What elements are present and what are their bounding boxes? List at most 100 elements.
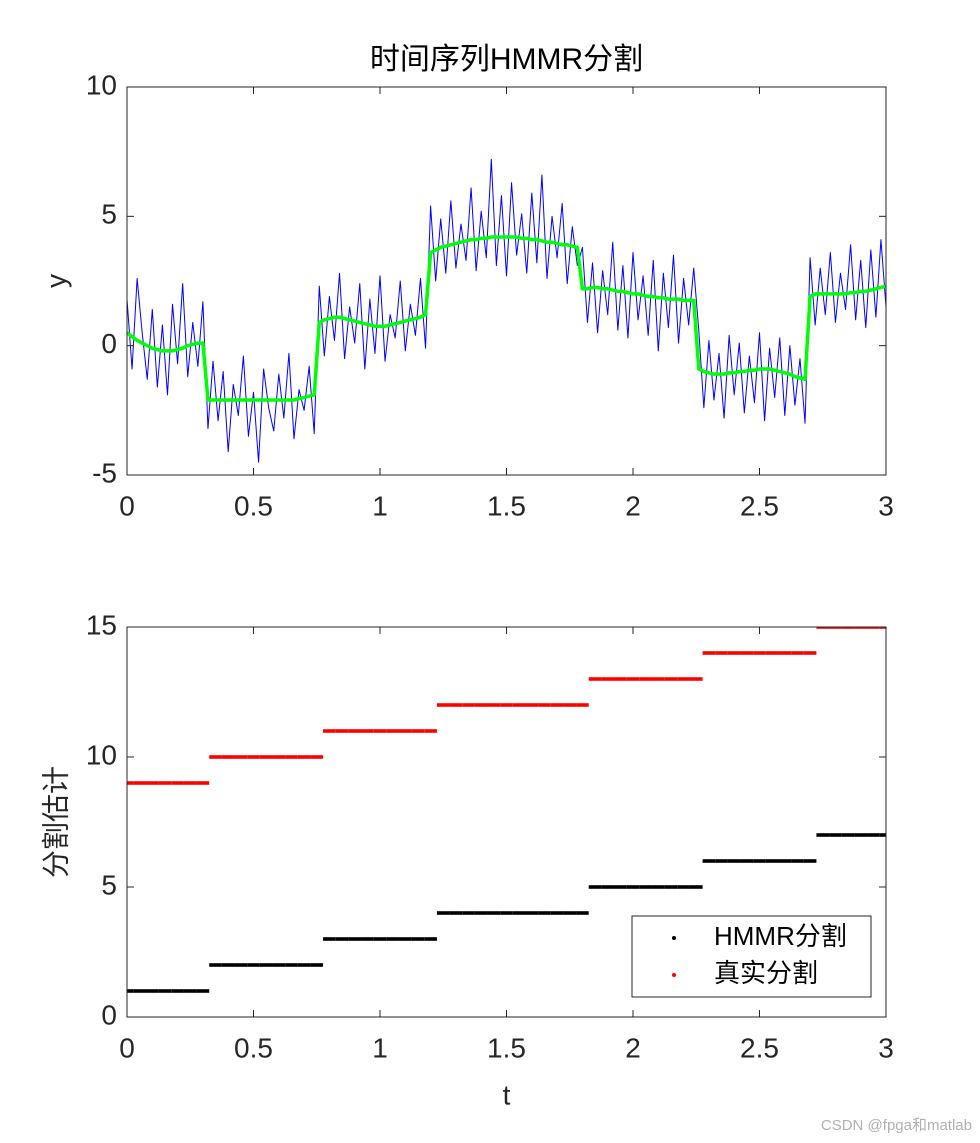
point xyxy=(449,703,463,707)
point xyxy=(361,937,374,941)
point xyxy=(753,651,766,655)
point xyxy=(171,989,184,993)
point xyxy=(158,989,172,993)
point xyxy=(588,885,602,889)
x-tick-label: 2 xyxy=(625,490,641,521)
point xyxy=(221,755,235,759)
y-tick-label: 0 xyxy=(101,999,117,1030)
point xyxy=(614,677,627,681)
point xyxy=(449,911,463,915)
point xyxy=(247,755,260,759)
point xyxy=(626,885,640,889)
point xyxy=(841,833,855,837)
point xyxy=(588,677,602,681)
point xyxy=(803,651,817,655)
x-tick-label: 1 xyxy=(372,1032,388,1063)
point xyxy=(196,781,210,785)
point xyxy=(474,911,488,915)
point xyxy=(791,651,804,655)
point xyxy=(576,911,589,915)
y-axis-label: 分割估计 xyxy=(40,766,71,878)
point xyxy=(601,885,615,889)
point xyxy=(348,937,362,941)
point xyxy=(234,755,248,759)
point xyxy=(702,859,716,863)
legend-box xyxy=(631,915,872,998)
point xyxy=(689,677,703,681)
point xyxy=(601,677,615,681)
point xyxy=(500,703,513,707)
point xyxy=(576,703,589,707)
point xyxy=(677,677,690,681)
point xyxy=(272,963,286,967)
y-tick-label: 10 xyxy=(86,69,117,100)
x-tick-label: 0.5 xyxy=(234,490,273,521)
point xyxy=(221,963,235,967)
point xyxy=(462,703,475,707)
point xyxy=(778,859,792,863)
point xyxy=(879,627,886,629)
y-tick-label: -5 xyxy=(92,457,117,488)
point xyxy=(651,677,665,681)
point xyxy=(727,651,741,655)
point xyxy=(259,963,273,967)
point xyxy=(386,937,399,941)
point xyxy=(626,677,640,681)
point xyxy=(133,781,146,785)
point xyxy=(436,911,450,915)
point xyxy=(310,963,324,967)
legend-marker xyxy=(672,936,676,940)
point xyxy=(297,963,311,967)
point xyxy=(664,677,678,681)
point xyxy=(145,781,159,785)
point xyxy=(474,703,488,707)
point xyxy=(677,885,690,889)
x-tick-label: 3 xyxy=(878,490,894,521)
point xyxy=(765,859,779,863)
x-tick-label: 3 xyxy=(878,1032,894,1063)
watermark: CSDN @fpga和matlab xyxy=(821,1117,972,1134)
point xyxy=(310,755,324,759)
point xyxy=(323,729,336,733)
legend-marker xyxy=(672,973,676,977)
point xyxy=(196,989,210,993)
point xyxy=(854,833,868,837)
point xyxy=(297,755,311,759)
point xyxy=(740,859,754,863)
point xyxy=(512,703,526,707)
x-tick-label: 0 xyxy=(119,1032,135,1063)
point xyxy=(348,729,362,733)
point xyxy=(867,627,880,629)
point xyxy=(778,651,792,655)
point xyxy=(727,859,741,863)
y-axis-label: y xyxy=(40,274,71,288)
point xyxy=(525,703,539,707)
y-tick-label: 10 xyxy=(86,739,117,770)
point xyxy=(816,627,830,629)
point xyxy=(525,911,539,915)
x-axis-label: t xyxy=(503,1079,511,1110)
point xyxy=(234,963,248,967)
x-tick-label: 1 xyxy=(372,490,388,521)
point xyxy=(651,885,665,889)
x-tick-label: 2 xyxy=(625,1032,641,1063)
point xyxy=(639,885,652,889)
point xyxy=(361,729,374,733)
plot-area xyxy=(127,627,886,993)
point xyxy=(879,833,886,837)
point xyxy=(411,937,425,941)
point xyxy=(765,651,779,655)
point xyxy=(171,781,184,785)
point xyxy=(816,833,830,837)
series-line xyxy=(127,158,886,463)
x-tick-label: 0 xyxy=(119,490,135,521)
point xyxy=(512,911,526,915)
point xyxy=(323,937,336,941)
point xyxy=(183,781,197,785)
point xyxy=(335,729,349,733)
series-line xyxy=(127,235,886,402)
point xyxy=(753,859,766,863)
point xyxy=(209,755,222,759)
point xyxy=(272,755,286,759)
point xyxy=(127,781,134,785)
